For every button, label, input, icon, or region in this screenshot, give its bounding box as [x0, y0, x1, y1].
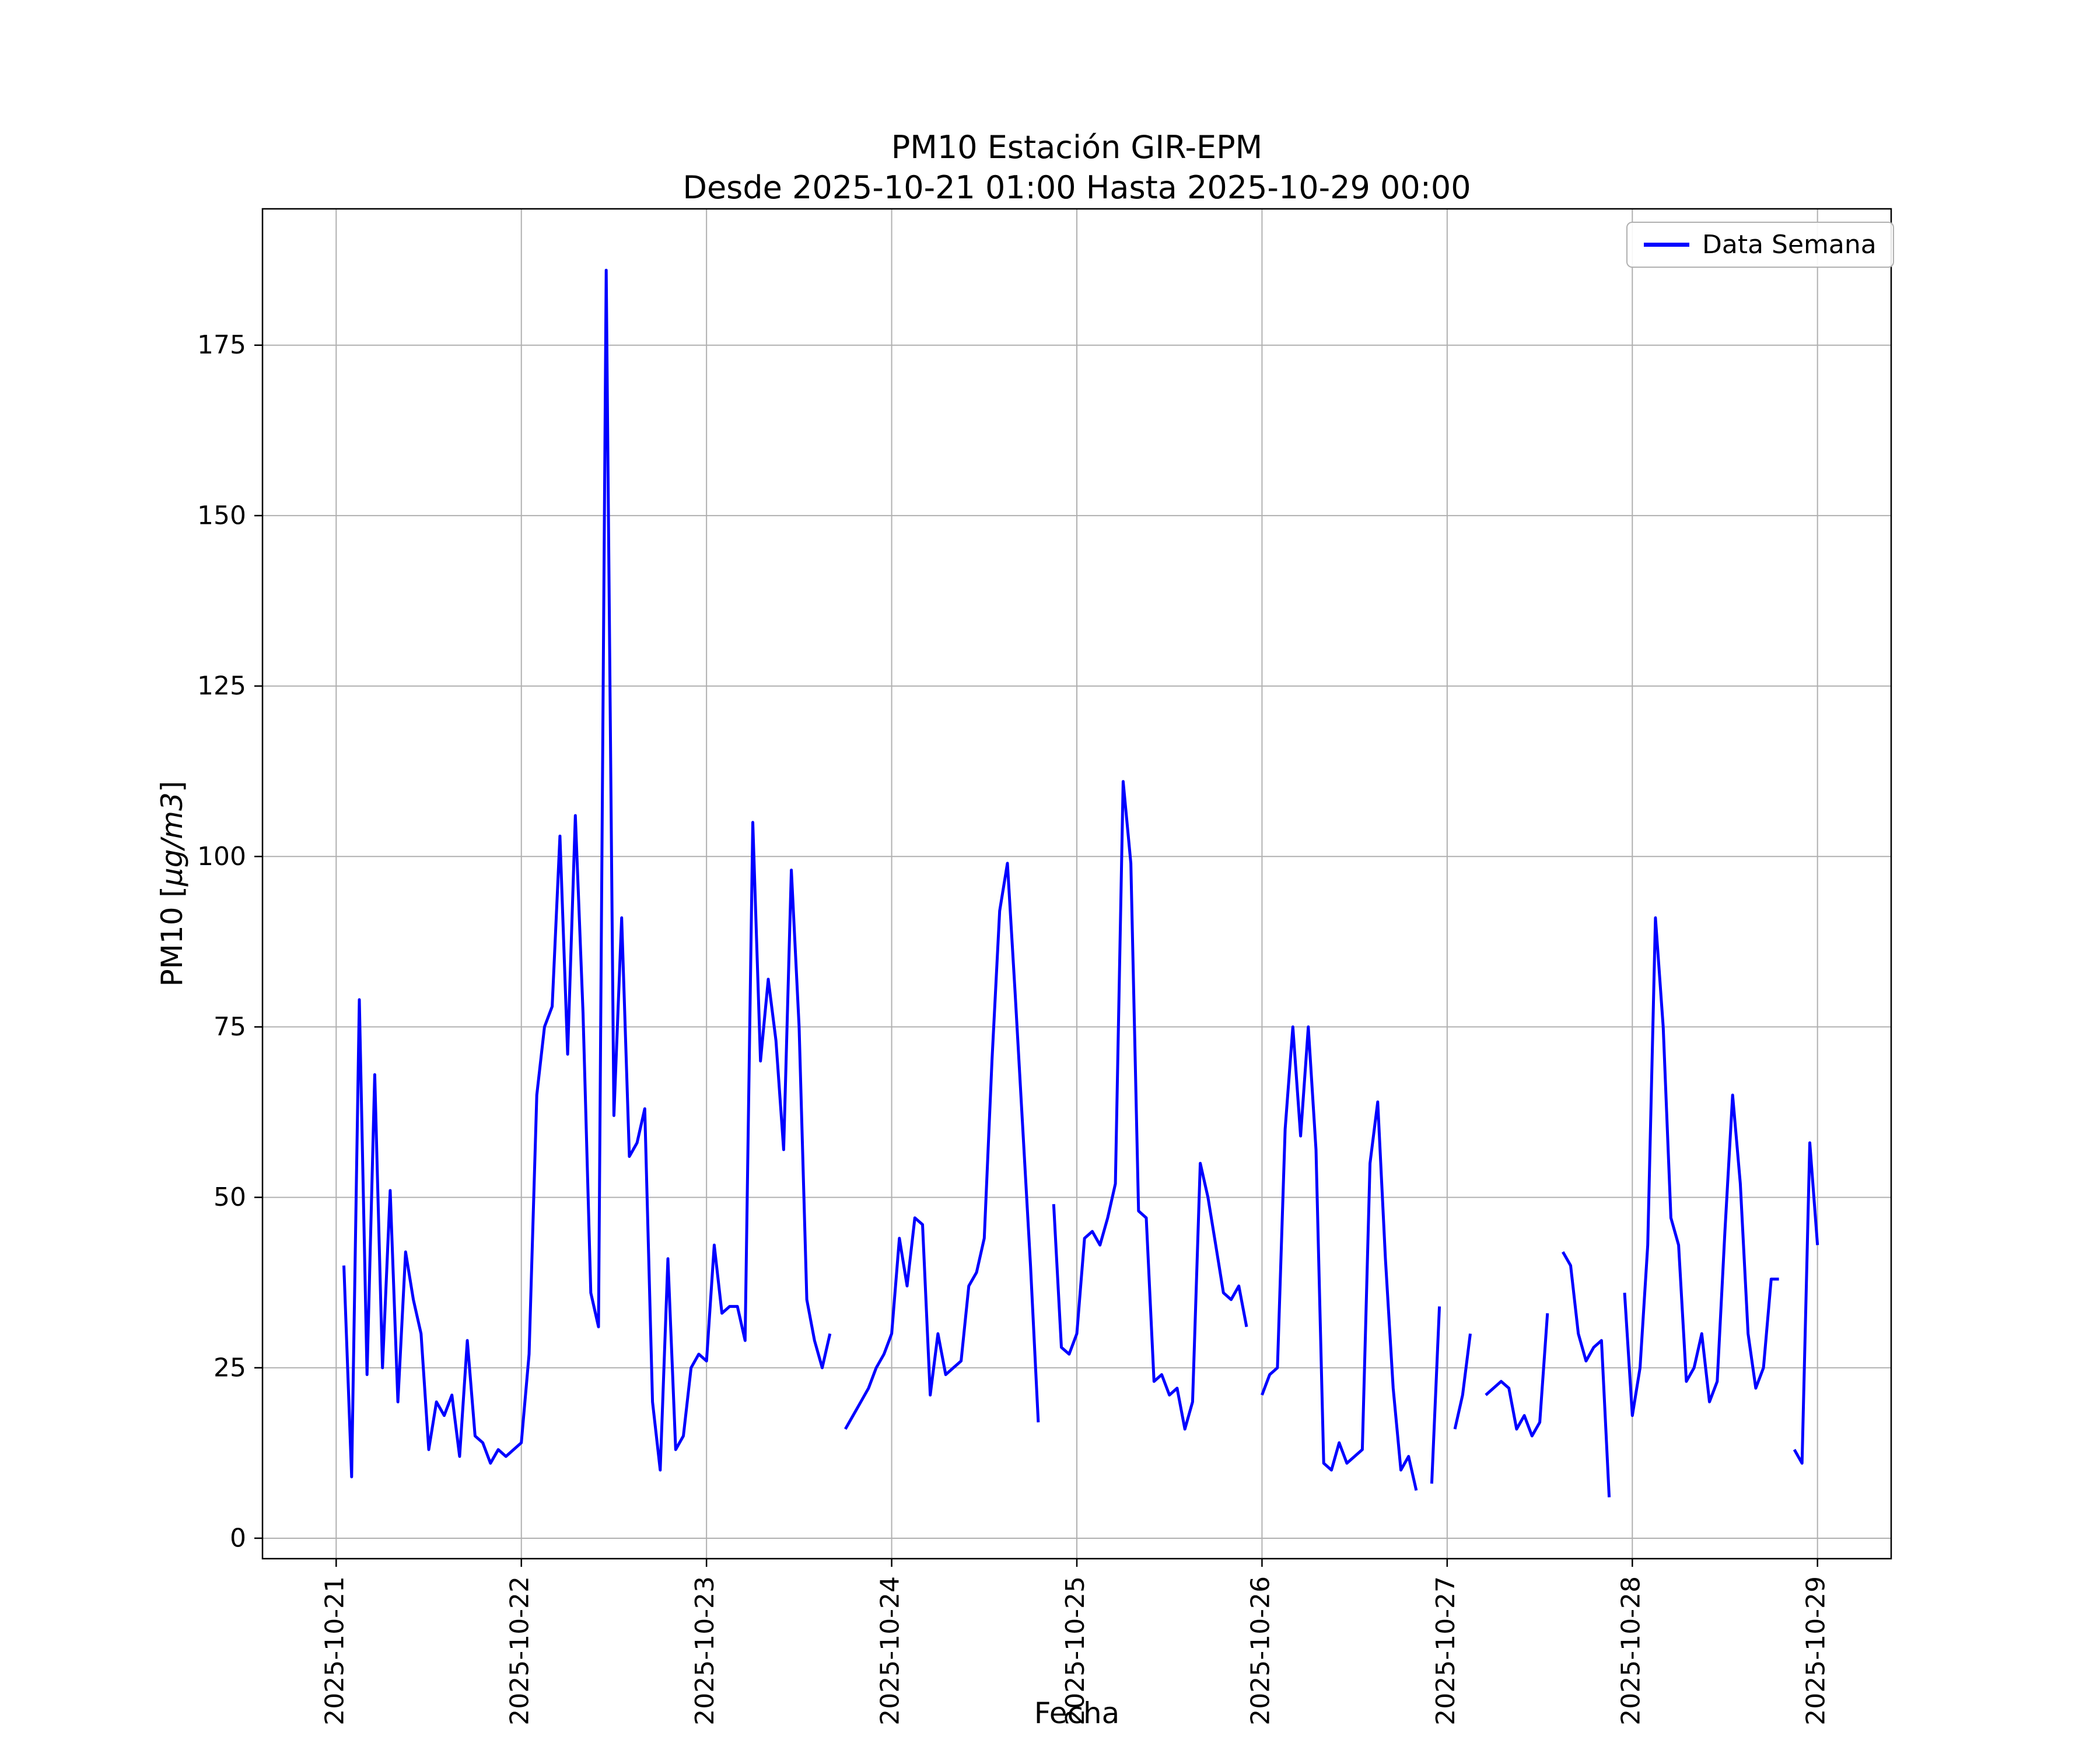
legend: Data Semana — [1626, 222, 1894, 268]
y-axis-label-units: μg/m3 — [155, 792, 189, 887]
x-tick-label: 2025-10-29 — [1801, 1576, 1831, 1726]
y-tick-label: 175 — [197, 330, 246, 360]
y-axis-label: PM10 [μg/m3] — [153, 534, 191, 1234]
legend-label: Data Semana — [1702, 230, 1877, 260]
x-tick-label: 2025-10-25 — [1060, 1576, 1090, 1726]
y-tick-label: 125 — [197, 671, 246, 701]
y-axis-label-suffix: ] — [155, 780, 189, 793]
data-line-series — [342, 268, 1819, 1497]
y-tick-label: 75 — [214, 1012, 246, 1042]
y-axis-label-prefix: PM10 [ — [155, 886, 189, 987]
chart-title-block: PM10 Estación GIR-EPM Desde 2025-10-21 0… — [260, 127, 1894, 208]
x-tick-label: 2025-10-21 — [320, 1576, 349, 1726]
y-tick-label: 0 — [230, 1523, 246, 1553]
y-tick-label: 100 — [197, 842, 246, 872]
chart-subtitle: Desde 2025-10-21 01:00 Hasta 2025-10-29 … — [682, 169, 1471, 206]
legend-line-icon — [1644, 243, 1689, 247]
y-tick-label: 25 — [214, 1353, 246, 1382]
x-tick-label: 2025-10-22 — [505, 1576, 535, 1726]
x-tick-label: 2025-10-24 — [876, 1576, 905, 1726]
y-tick-label: 50 — [214, 1182, 246, 1212]
y-tick-label: 150 — [197, 501, 246, 530]
x-tick-label: 2025-10-27 — [1431, 1576, 1461, 1726]
x-axis-label: Fecha — [1034, 1696, 1120, 1730]
chart-title: PM10 Estación GIR-EPM — [891, 129, 1263, 166]
x-tick-label: 2025-10-28 — [1616, 1576, 1646, 1726]
x-tick-label: 2025-10-23 — [690, 1576, 720, 1726]
x-tick-label: 2025-10-26 — [1245, 1576, 1275, 1726]
